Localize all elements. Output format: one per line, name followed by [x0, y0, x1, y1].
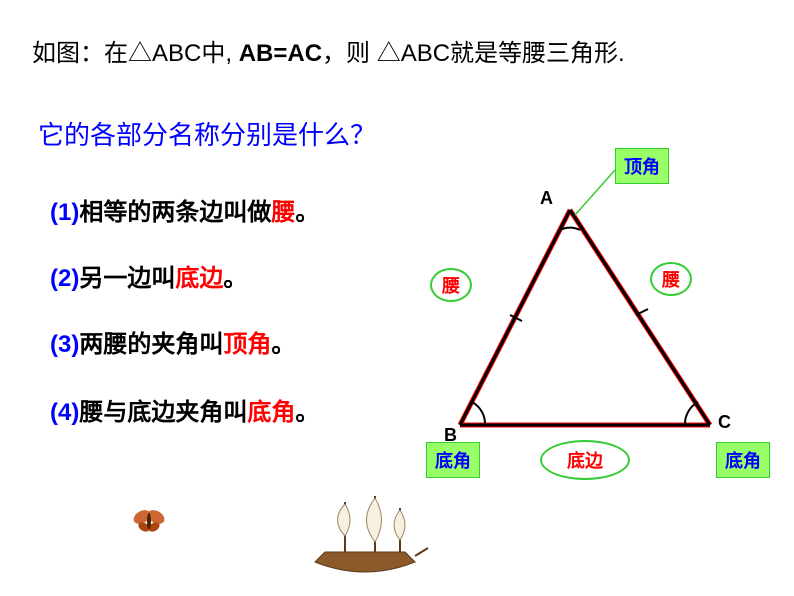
title-prefix: 如图：在△ABC中,: [32, 40, 239, 67]
vertex-c: C: [718, 412, 731, 433]
label-base: 底边: [540, 440, 630, 480]
point-1-text: 相等的两条边叫做: [79, 199, 271, 226]
vertex-a: A: [540, 188, 553, 209]
title-bold: AB=AC: [239, 40, 322, 67]
title-text: 如图：在△ABC中, AB=AC，则 △ABC就是等腰三角形.: [32, 35, 625, 73]
point-2-red: 底边: [175, 265, 223, 292]
point-3-text: 两腰的夹角叫: [79, 331, 223, 358]
ship-icon: [300, 490, 430, 595]
point-1-after: 。: [295, 199, 319, 226]
label-apex: 顶角: [615, 148, 669, 184]
point-1: (1)相等的两条边叫做腰。: [50, 192, 319, 227]
point-4-num: (4): [50, 399, 79, 426]
point-2-text: 另一边叫: [79, 265, 175, 292]
point-2: (2)另一边叫底边。: [50, 258, 247, 293]
label-leg-right: 腰: [650, 262, 692, 296]
point-4-after: 。: [295, 399, 319, 426]
title-suffix: ，则 △ABC就是等腰三角形.: [322, 40, 625, 67]
point-3-red: 顶角: [223, 331, 271, 358]
point-3: (3)两腰的夹角叫顶角。: [50, 324, 295, 359]
point-2-num: (2): [50, 265, 79, 292]
point-4-red: 底角: [247, 399, 295, 426]
butterfly-icon: [130, 505, 170, 540]
label-base-angle-left: 底角: [426, 442, 480, 478]
point-4-text: 腰与底边夹角叫: [79, 399, 247, 426]
label-base-angle-right: 底角: [716, 442, 770, 478]
point-3-after: 。: [271, 331, 295, 358]
label-leg-left: 腰: [430, 268, 472, 302]
point-4: (4)腰与底边夹角叫底角。: [50, 392, 319, 427]
point-1-red: 腰: [271, 199, 295, 226]
subtitle-text: 它的各部分名称分别是什么？: [38, 115, 376, 152]
point-2-after: 。: [223, 265, 247, 292]
point-3-num: (3): [50, 331, 79, 358]
triangle-diagram: A B C 顶角 腰 腰 底角 底角 底边: [440, 150, 780, 500]
point-1-num: (1): [50, 199, 79, 226]
